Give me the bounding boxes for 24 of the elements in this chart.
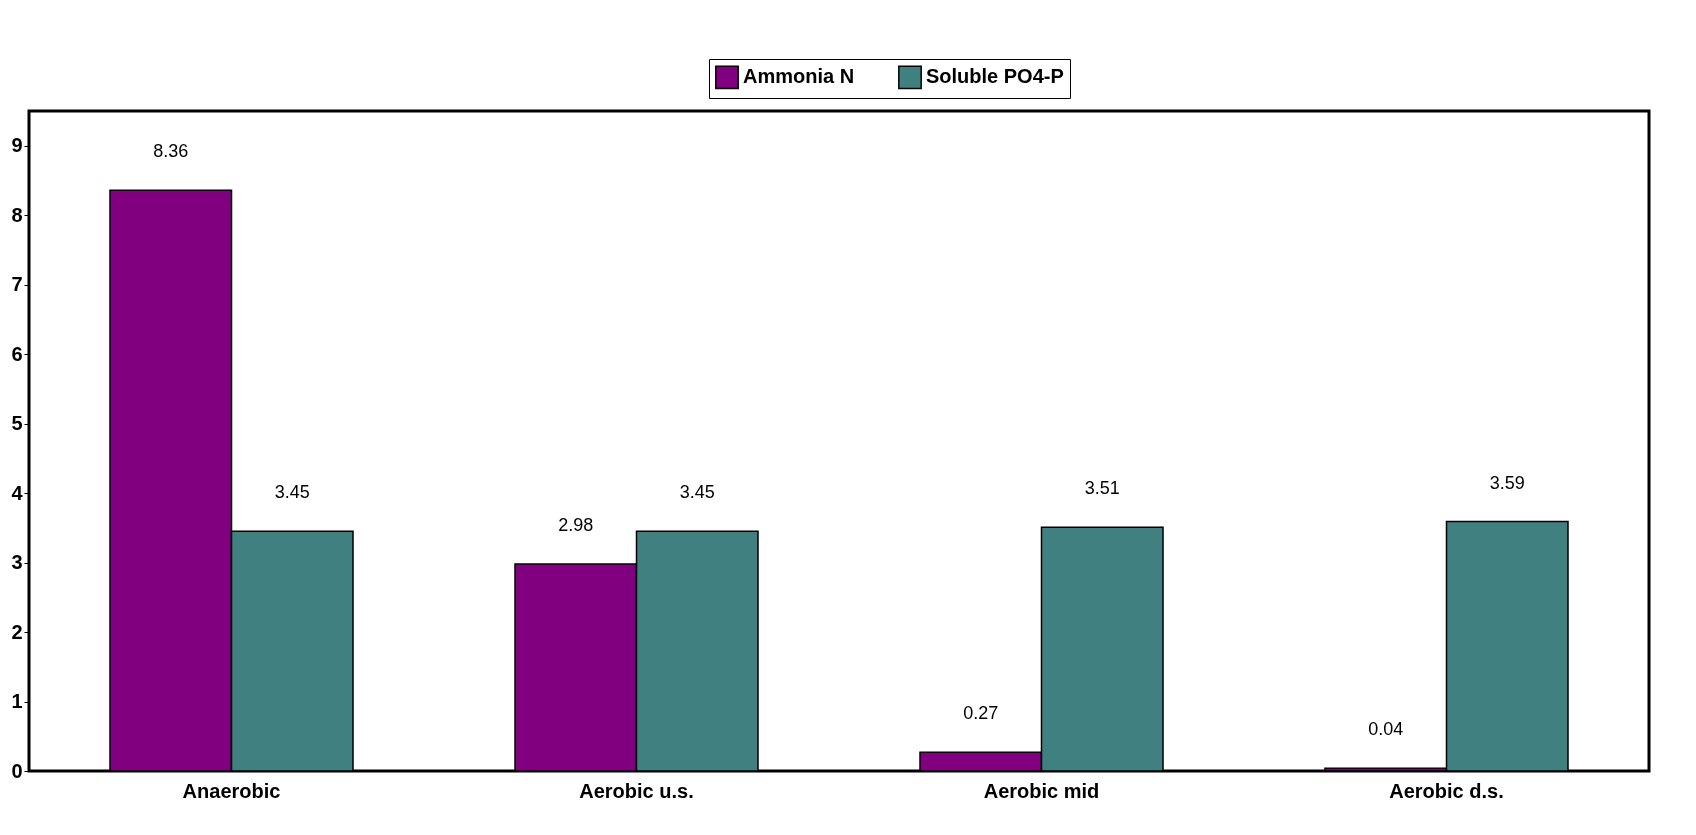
data-label: 8.36 bbox=[153, 141, 189, 162]
y-tick-label: 7 bbox=[11, 273, 23, 296]
data-label: 2.98 bbox=[558, 514, 594, 535]
data-label: 3.45 bbox=[274, 482, 310, 503]
legend-label: Ammonia N bbox=[743, 65, 855, 88]
y-tick-label: 1 bbox=[11, 690, 23, 713]
y-tick-label: 0 bbox=[11, 759, 23, 782]
y-tick-label: 2 bbox=[11, 620, 23, 643]
y-tick-label: 4 bbox=[11, 481, 24, 504]
y-tick-label: 5 bbox=[11, 412, 23, 435]
data-label: 3.59 bbox=[1489, 472, 1525, 493]
x-tick-label: Aerobic d.s. bbox=[1389, 779, 1504, 802]
y-tick-label: 9 bbox=[11, 134, 23, 157]
x-tick-label: Aerobic u.s. bbox=[579, 779, 694, 802]
x-tick-label: Aerobic mid bbox=[983, 779, 1100, 802]
legend-label: Soluble PO4-P bbox=[926, 65, 1064, 88]
y-tick-label: 8 bbox=[11, 203, 23, 226]
data-label: 0.04 bbox=[1368, 719, 1404, 740]
x-tick-label: Anaerobic bbox=[182, 779, 281, 802]
data-label: 3.45 bbox=[679, 482, 715, 503]
y-tick-label: 3 bbox=[11, 551, 23, 574]
data-label: 3.51 bbox=[1084, 478, 1120, 499]
y-tick-label: 6 bbox=[11, 342, 23, 365]
data-label: 0.27 bbox=[963, 703, 999, 724]
